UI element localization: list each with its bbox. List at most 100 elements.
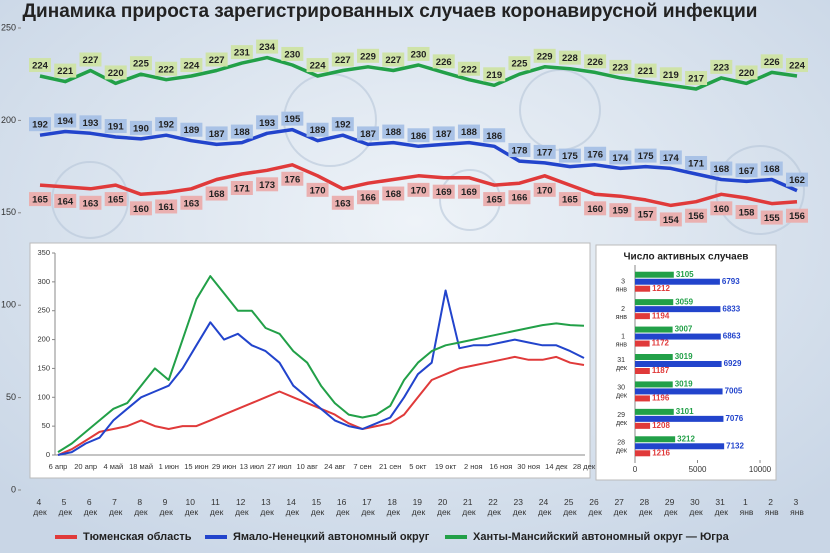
data-label-box [735,65,758,80]
data-label: 163 [335,198,351,209]
bar [635,333,721,340]
x-tick-label: 4 май [103,462,123,471]
bar [635,368,650,374]
data-label: 160 [587,204,603,215]
bar [635,285,651,292]
data-label: 3105 [676,270,694,279]
data-label: 158 [739,208,755,219]
data-label-box [104,192,127,207]
x-tick-label: 20 дек [437,497,451,517]
x-tick-label: 29 дек [664,497,678,517]
y-tick-label: 250 [1,22,16,32]
data-label-box [205,126,228,141]
y-tick-label: 100 [37,392,50,401]
y-tick-label: 3 янв [616,279,628,294]
x-tick-label: 17 дек [361,497,375,517]
data-label: 168 [209,189,225,200]
y-tick-label: 200 [37,335,50,344]
x-tick-label: 7 дек [109,497,123,517]
data-label-box [634,63,657,78]
series-line [39,127,798,193]
y-tick-label: 350 [37,248,50,257]
data-label-box [735,205,758,220]
x-tick-label: 24 авг [324,462,346,471]
x-tick-label: 22 дек [487,497,501,517]
bar [635,395,650,402]
data-label-box [331,52,354,67]
data-label-box [54,193,77,208]
x-tick-label: 2 янв [765,497,779,517]
data-label-box [331,117,354,132]
data-label-box [180,58,203,73]
data-label: 174 [612,153,629,164]
bar [635,450,651,457]
data-label-box [584,146,607,161]
data-label-box [79,52,102,67]
data-label: 177 [537,147,553,158]
data-label-box [483,128,506,143]
data-label-box [786,208,808,223]
x-tick-label: 30 ноя [517,462,540,471]
data-label: 159 [612,206,628,217]
data-label: 192 [158,120,174,131]
data-label: 166 [512,193,528,204]
data-label-box [735,163,758,178]
data-label-box [79,115,102,130]
data-label: 3101 [676,407,694,416]
x-tick-label: 20 апр [74,462,97,471]
data-label: 176 [587,149,603,160]
x-tick-label: 19 окт [435,462,457,471]
data-label-box [584,54,607,69]
x-tick-label: 5000 [689,465,707,474]
x-tick-label: 16 ноя [490,462,513,471]
x-tick-label: 9 дек [159,497,173,517]
data-label-box [659,67,682,82]
data-label: 7005 [725,387,743,396]
data-label-box [710,161,733,176]
data-label-box [634,206,657,221]
data-label: 230 [411,49,427,60]
data-label: 187 [436,129,452,140]
data-label: 234 [259,42,276,53]
y-tick-label: 50 [6,392,16,402]
data-label: 1187 [652,366,670,375]
bar [635,436,676,443]
data-label: 1194 [652,311,670,320]
data-label: 163 [83,198,99,209]
data-label: 6793 [722,277,740,286]
data-label: 194 [57,116,74,127]
data-label-box [357,126,380,141]
bar [635,361,722,367]
data-label: 229 [537,51,553,62]
bar [635,340,650,347]
data-label: 221 [57,66,74,77]
data-label-box [29,192,51,207]
data-label: 186 [411,131,427,142]
y-tick-label: 250 [37,306,50,315]
data-label-box [104,65,127,80]
data-label-box [306,122,329,137]
data-label: 164 [57,196,74,207]
data-label-box [382,124,405,139]
x-tick-label: 8 дек [134,497,148,517]
data-label-box [331,195,354,210]
x-tick-label: 0 [633,465,638,474]
data-label-box [457,184,480,199]
data-label: 190 [133,123,149,134]
data-label-box [155,61,178,76]
data-label-box [786,172,808,187]
data-label: 1216 [652,448,670,457]
x-tick-label: 29 июн [212,462,236,471]
data-label-box [306,182,329,197]
data-label-box [54,63,77,78]
data-label: 170 [537,185,553,196]
data-label-box [29,58,51,73]
data-label-box [230,124,253,139]
data-label: 191 [108,122,125,133]
x-tick-label: 25 дек [563,497,577,517]
data-label-box [558,192,581,207]
data-label: 168 [764,164,780,175]
y-tick-label: 28 дек [616,439,628,454]
x-tick-label: 28 дек [639,497,653,517]
data-label-box [432,54,455,69]
